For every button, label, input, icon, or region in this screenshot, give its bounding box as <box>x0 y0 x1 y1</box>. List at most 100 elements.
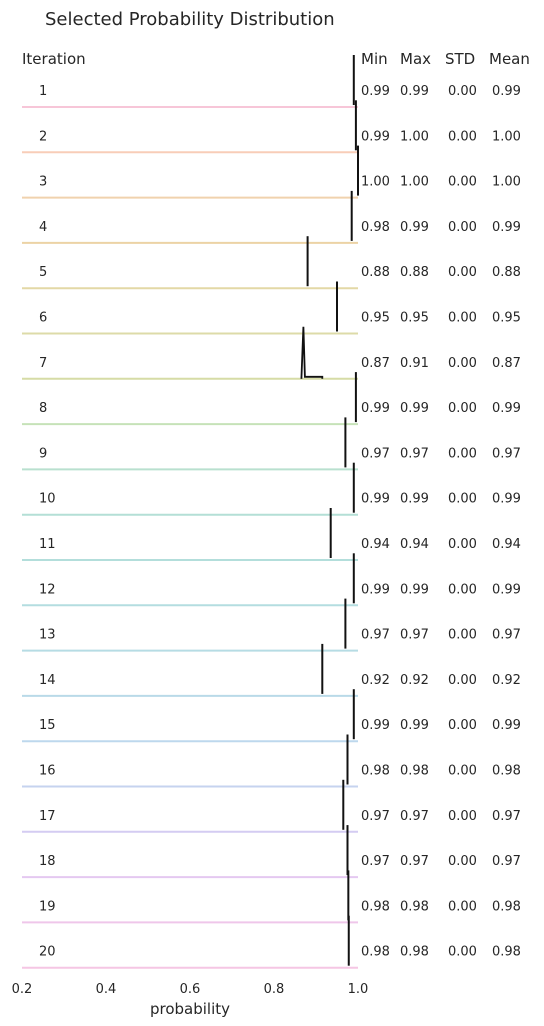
stat-min: 0.97 <box>361 628 390 643</box>
density-peak <box>301 327 322 379</box>
stat-max: 0.99 <box>400 582 429 597</box>
stat-max: 0.99 <box>400 220 429 235</box>
iteration-label: 3 <box>39 175 47 190</box>
stat-mean: 0.98 <box>492 764 521 779</box>
ridge-row: 19 0.98 0.98 0.00 0.98 <box>22 870 521 922</box>
col-header-max: Max <box>400 50 431 68</box>
ridge-row: 14 0.92 0.92 0.00 0.92 <box>22 644 521 696</box>
stat-mean: 0.99 <box>492 718 521 733</box>
stat-std: 0.00 <box>448 899 477 914</box>
stat-max: 1.00 <box>400 175 429 190</box>
stat-std: 0.00 <box>448 854 477 869</box>
stat-min: 0.92 <box>361 673 390 688</box>
stat-max: 0.97 <box>400 446 429 461</box>
stat-mean: 0.98 <box>492 899 521 914</box>
stat-mean: 0.99 <box>492 401 521 416</box>
stat-std: 0.00 <box>448 809 477 824</box>
iteration-label: 10 <box>39 492 56 507</box>
stat-mean: 0.99 <box>492 220 521 235</box>
x-tick-label: 0.2 <box>12 982 33 997</box>
stat-max: 0.99 <box>400 492 429 507</box>
stat-std: 0.00 <box>448 537 477 552</box>
stat-std: 0.00 <box>448 220 477 235</box>
stat-mean: 0.97 <box>492 854 521 869</box>
stat-std: 0.00 <box>448 492 477 507</box>
stat-min: 0.97 <box>361 446 390 461</box>
iteration-label: 17 <box>39 809 56 824</box>
stat-mean: 0.97 <box>492 809 521 824</box>
stat-std: 0.00 <box>448 265 477 280</box>
stat-min: 0.94 <box>361 537 390 552</box>
stat-mean: 0.99 <box>492 84 521 99</box>
ridge-rows: 1 0.99 0.99 0.00 0.99 2 0.99 1.00 0.00 1.00 3 1.00 1… <box>22 55 521 968</box>
stat-min: 0.97 <box>361 809 390 824</box>
iteration-label: 12 <box>39 582 56 597</box>
ridge-row: 18 0.97 0.97 0.00 0.97 <box>22 825 521 877</box>
x-tick-label: 0.4 <box>96 982 117 997</box>
stat-std: 0.00 <box>448 84 477 99</box>
stat-std: 0.00 <box>448 582 477 597</box>
col-header-mean: Mean <box>489 50 530 68</box>
ridge-row: 16 0.98 0.98 0.00 0.98 <box>22 735 521 787</box>
col-header-std: STD <box>445 50 475 68</box>
stat-mean: 1.00 <box>492 129 521 144</box>
iteration-label: 18 <box>39 854 56 869</box>
ridge-row: 6 0.95 0.95 0.00 0.95 <box>22 282 521 334</box>
stat-min: 0.99 <box>361 582 390 597</box>
stat-max: 0.98 <box>400 899 429 914</box>
x-tick-label: 1.0 <box>348 982 369 997</box>
stat-max: 0.98 <box>400 764 429 779</box>
stat-max: 0.88 <box>400 265 429 280</box>
iteration-label: 1 <box>39 84 47 99</box>
stat-mean: 0.97 <box>492 446 521 461</box>
ridge-row: 17 0.97 0.97 0.00 0.97 <box>22 780 521 832</box>
stat-max: 0.97 <box>400 628 429 643</box>
iteration-label: 9 <box>39 446 47 461</box>
stat-max: 0.99 <box>400 84 429 99</box>
stat-mean: 0.99 <box>492 582 521 597</box>
iteration-label: 4 <box>39 220 47 235</box>
iteration-label: 6 <box>39 311 47 326</box>
stat-min: 1.00 <box>361 175 390 190</box>
x-axis-ticks: 0.2 0.4 0.6 0.8 1.0 <box>12 982 369 997</box>
stat-min: 0.98 <box>361 899 390 914</box>
stat-min: 0.98 <box>361 945 390 960</box>
ridge-row: 5 0.88 0.88 0.00 0.88 <box>22 236 521 288</box>
stat-max: 0.99 <box>400 401 429 416</box>
stat-min: 0.98 <box>361 764 390 779</box>
stat-std: 0.00 <box>448 718 477 733</box>
stat-max: 0.99 <box>400 718 429 733</box>
stat-mean: 0.95 <box>492 311 521 326</box>
stat-std: 0.00 <box>448 628 477 643</box>
stat-mean: 0.87 <box>492 356 521 371</box>
stat-mean: 0.98 <box>492 945 521 960</box>
x-tick-label: 0.8 <box>264 982 285 997</box>
chart-title: Selected Probability Distribution <box>45 9 335 30</box>
stat-min: 0.88 <box>361 265 390 280</box>
stat-std: 0.00 <box>448 945 477 960</box>
iteration-label: 15 <box>39 718 56 733</box>
stat-mean: 0.88 <box>492 265 521 280</box>
y-axis-label: Iteration <box>22 50 86 68</box>
iteration-label: 5 <box>39 265 47 280</box>
ridge-row: 9 0.97 0.97 0.00 0.97 <box>22 417 521 469</box>
stat-min: 0.99 <box>361 401 390 416</box>
stat-mean: 0.92 <box>492 673 521 688</box>
stat-std: 0.00 <box>448 129 477 144</box>
stat-std: 0.00 <box>448 673 477 688</box>
ridge-row: 3 1.00 1.00 0.00 1.00 <box>22 146 521 198</box>
ridge-row: 4 0.98 0.99 0.00 0.99 <box>22 191 521 243</box>
ridge-row: 10 0.99 0.99 0.00 0.99 <box>22 463 521 515</box>
iteration-label: 16 <box>39 764 56 779</box>
iteration-label: 19 <box>39 899 56 914</box>
ridge-row: 12 0.99 0.99 0.00 0.99 <box>22 553 521 605</box>
x-tick-label: 0.6 <box>180 982 201 997</box>
stat-min: 0.99 <box>361 129 390 144</box>
stat-mean: 0.97 <box>492 628 521 643</box>
stat-min: 0.99 <box>361 492 390 507</box>
stat-max: 0.97 <box>400 854 429 869</box>
ridge-row: 8 0.99 0.99 0.00 0.99 <box>22 372 521 424</box>
iteration-label: 7 <box>39 356 47 371</box>
ridge-row: 13 0.97 0.97 0.00 0.97 <box>22 599 521 651</box>
